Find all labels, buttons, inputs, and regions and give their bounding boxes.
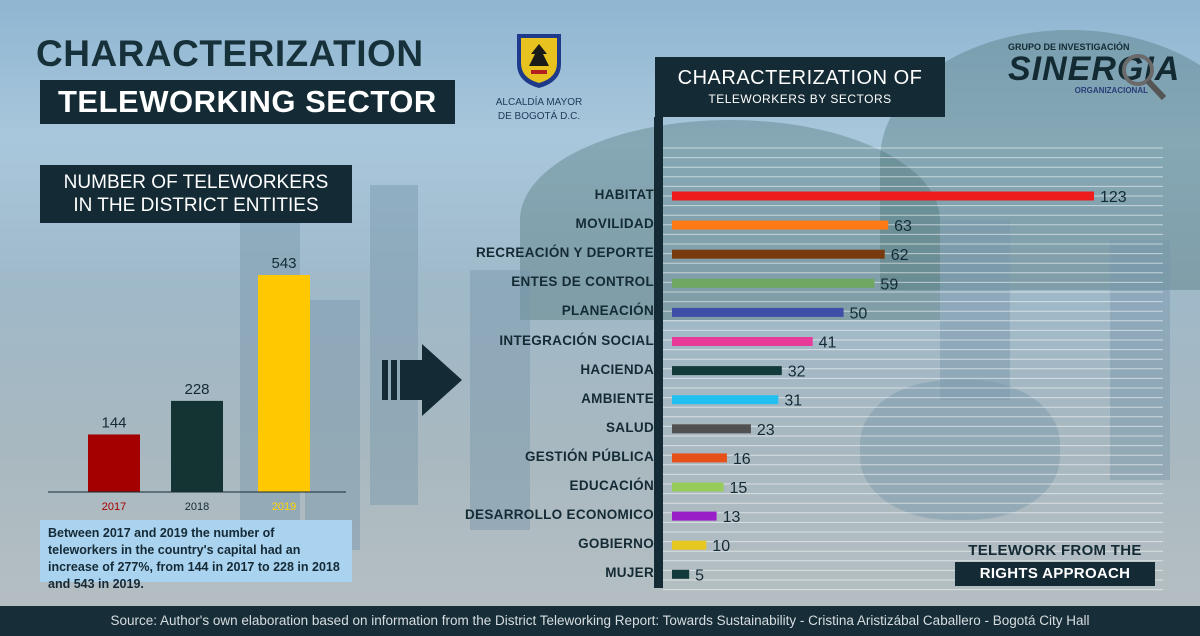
- bar-value-2017: 144: [101, 414, 126, 431]
- sector-bar: [672, 191, 1094, 201]
- sector-value: 16: [733, 451, 751, 468]
- bar-category-2017: 2017: [102, 501, 126, 513]
- page-title: CHARACTERIZATION: [36, 33, 424, 74]
- alcaldia-logo: ALCALDÍA MAYOR DE BOGOTÁ D.C.: [484, 30, 594, 123]
- sector-label: AMBIENTE: [581, 390, 654, 406]
- y-axis-line: [654, 117, 663, 588]
- sector-label: DESARROLLO ECONOMICO: [464, 507, 654, 523]
- sector-value: 23: [757, 422, 775, 439]
- sector-value: 10: [712, 538, 730, 555]
- sector-bar: [672, 540, 707, 550]
- sector-value: 5: [695, 567, 704, 584]
- rights-approach-box: TELEWORK FROM THE RIGHTS APPROACH: [955, 542, 1155, 586]
- bar-2019: [258, 275, 310, 492]
- sector-bar: [672, 424, 751, 434]
- sector-bar-chart: 123 63 62 59 50 41 32 31 23 16 15 13 10 5: [663, 147, 1163, 591]
- sector-value: 50: [850, 305, 868, 322]
- left-chart-caption: Between 2017 and 2019 the number of tele…: [40, 520, 352, 591]
- yearly-bar-chart: 144 2017 228 2018 543 2019: [48, 255, 346, 513]
- bar-category-2019: 2019: [272, 501, 296, 513]
- sector-bar: [672, 278, 875, 288]
- sector-value: 31: [784, 393, 802, 410]
- sector-bar: [672, 307, 844, 317]
- alcaldia-line1: ALCALDÍA MAYOR: [495, 97, 583, 108]
- sector-label: PLANEACIÓN: [561, 303, 654, 319]
- right-chart-title-line1: CHARACTERIZATION OF: [677, 67, 923, 89]
- sector-label: SALUD: [606, 419, 654, 435]
- sector-bar: [672, 337, 813, 346]
- sector-bar: [672, 453, 727, 463]
- alcaldia-line2: DE BOGOTÁ D.C.: [497, 111, 581, 122]
- page-subtitle: TELEWORKING SECTOR: [40, 80, 455, 124]
- rights-line2: RIGHTS APPROACH: [955, 562, 1155, 586]
- bar-value-2018: 228: [184, 381, 209, 398]
- bar-value-2019: 543: [271, 255, 296, 272]
- right-chart-title: CHARACTERIZATION OF TELEWORKERS BY SECTO…: [655, 57, 945, 117]
- right-chart-title-line2: TELEWORKERS BY SECTORS: [708, 92, 892, 106]
- sector-label: HABITAT: [594, 187, 654, 202]
- rights-line1: TELEWORK FROM THE: [968, 542, 1142, 559]
- bar-2018: [171, 400, 223, 492]
- sector-label: GESTIÓN PÚBLICA: [524, 448, 654, 464]
- sinergia-bottom: ORGANIZACIONAL: [1074, 86, 1148, 95]
- sector-bar: [672, 569, 690, 579]
- sector-bar: [672, 395, 779, 405]
- sinergia-top: GRUPO DE INVESTIGACIÓN: [1008, 42, 1130, 52]
- sector-value: 15: [729, 480, 747, 497]
- sector-label: MOVILIDAD: [575, 216, 654, 232]
- sector-bar: [672, 482, 724, 492]
- coat-of-arms-icon: [517, 34, 561, 88]
- sector-value: 123: [1100, 189, 1127, 206]
- sector-label: HACIENDA: [580, 361, 654, 377]
- sector-value: 32: [788, 364, 806, 381]
- source-note: Source: Author's own elaboration based o…: [0, 606, 1200, 636]
- left-chart-title-line2: IN THE DISTRICT ENTITIES: [73, 195, 319, 216]
- sector-value: 41: [819, 335, 837, 352]
- sector-label: GOBIERNO: [578, 536, 654, 552]
- sector-value: 62: [891, 247, 909, 264]
- sector-label: RECREACIÓN Y DEPORTE: [475, 245, 654, 261]
- sector-label: INTEGRACIÓN SOCIAL: [499, 332, 654, 348]
- sector-bar: [672, 366, 782, 376]
- left-chart-title: NUMBER OF TELEWORKERS IN THE DISTRICT EN…: [40, 165, 352, 223]
- magnifier-icon: [1122, 54, 1167, 100]
- bar-category-2018: 2018: [185, 501, 209, 513]
- sinergia-logo: GRUPO DE INVESTIGACIÓN SINERGIA ORGANIZA…: [1008, 42, 1179, 100]
- right-arrow-icon: [382, 344, 462, 416]
- sector-bar: [672, 511, 717, 521]
- sector-value: 59: [880, 276, 898, 293]
- left-chart-title-line1: NUMBER OF TELEWORKERS: [63, 172, 329, 193]
- sector-label: MUJER: [605, 565, 654, 581]
- sector-label: ENTES DE CONTROL: [511, 274, 654, 290]
- sector-value: 63: [894, 218, 912, 235]
- bar-2017: [88, 434, 140, 492]
- sector-bar: [672, 220, 889, 230]
- sector-bar: [672, 249, 885, 259]
- sector-value: 13: [723, 509, 741, 526]
- sector-label: EDUCACIÓN: [569, 478, 654, 493]
